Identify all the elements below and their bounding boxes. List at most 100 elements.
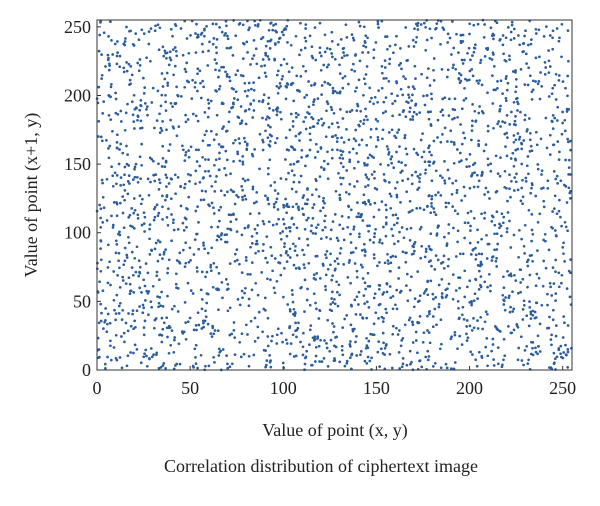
scatter-point	[168, 56, 172, 60]
scatter-point	[225, 24, 228, 28]
scatter-point	[256, 223, 260, 227]
scatter-point	[115, 62, 119, 66]
scatter-point	[396, 131, 399, 134]
scatter-point	[536, 249, 539, 252]
scatter-point	[203, 111, 207, 114]
scatter-point	[506, 211, 510, 214]
scatter-point	[395, 150, 398, 154]
scatter-point	[304, 355, 308, 359]
scatter-point	[378, 238, 382, 242]
scatter-point	[367, 229, 370, 233]
scatter-point	[554, 292, 558, 295]
scatter-point	[114, 251, 118, 255]
scatter-point	[141, 303, 145, 307]
scatter-point	[100, 178, 104, 182]
scatter-point	[217, 75, 220, 79]
scatter-point	[195, 232, 199, 236]
scatter-point	[276, 192, 280, 195]
scatter-point	[105, 139, 108, 142]
scatter-point	[143, 230, 146, 233]
scatter-point	[342, 141, 346, 144]
scatter-point	[359, 313, 362, 316]
scatter-point	[212, 332, 216, 336]
scatter-point	[382, 317, 385, 320]
scatter-point	[450, 192, 454, 196]
scatter-point	[309, 229, 313, 233]
scatter-point	[295, 89, 299, 92]
scatter-point	[361, 51, 364, 54]
scatter-point	[453, 330, 457, 334]
scatter-point	[286, 83, 290, 86]
scatter-point	[398, 291, 402, 294]
scatter-point	[341, 117, 345, 120]
scatter-point	[306, 198, 309, 201]
scatter-point	[458, 252, 462, 256]
scatter-point	[149, 300, 153, 304]
scatter-point	[169, 58, 173, 62]
scatter-point	[284, 226, 288, 230]
scatter-point	[378, 365, 381, 368]
scatter-point	[349, 340, 352, 343]
scatter-point	[256, 325, 260, 329]
scatter-point	[419, 225, 423, 229]
scatter-point	[240, 332, 244, 336]
scatter-point	[176, 310, 180, 313]
scatter-point	[416, 351, 419, 355]
scatter-point	[191, 112, 195, 116]
scatter-point	[391, 294, 395, 298]
scatter-point	[498, 109, 501, 113]
scatter-point	[321, 228, 325, 232]
scatter-point	[260, 271, 264, 274]
scatter-point	[430, 179, 434, 183]
scatter-point	[207, 364, 211, 368]
scatter-point	[495, 327, 499, 331]
scatter-point	[548, 153, 552, 156]
scatter-point	[345, 36, 349, 39]
scatter-point	[350, 108, 354, 112]
scatter-point	[461, 33, 465, 37]
scatter-point	[304, 127, 308, 131]
scatter-point	[165, 216, 169, 219]
scatter-point	[553, 357, 557, 361]
scatter-point	[551, 114, 555, 117]
scatter-point	[171, 125, 175, 129]
scatter-point	[433, 268, 437, 271]
scatter-point	[326, 365, 330, 368]
scatter-point	[364, 346, 368, 350]
scatter-point	[395, 193, 399, 197]
scatter-point	[430, 205, 433, 208]
scatter-point	[352, 38, 356, 42]
scatter-point	[447, 201, 451, 205]
scatter-point	[484, 186, 488, 190]
scatter-point	[463, 221, 467, 225]
scatter-point	[550, 343, 553, 347]
scatter-point	[538, 322, 542, 326]
scatter-point	[139, 361, 143, 365]
scatter-point	[200, 307, 204, 311]
scatter-point	[340, 56, 344, 60]
scatter-point	[98, 280, 101, 284]
scatter-point	[436, 136, 439, 139]
scatter-point	[315, 226, 318, 229]
scatter-point	[363, 302, 367, 305]
scatter-point	[329, 252, 332, 256]
scatter-point	[123, 43, 127, 47]
scatter-point	[314, 142, 318, 146]
scatter-point	[322, 168, 326, 172]
scatter-point	[281, 361, 285, 365]
scatter-point	[404, 260, 408, 264]
scatter-point	[314, 179, 318, 183]
scatter-point	[410, 275, 413, 279]
scatter-point	[543, 232, 547, 236]
scatter-point	[397, 351, 401, 354]
scatter-point	[291, 333, 295, 337]
scatter-point	[261, 58, 265, 61]
scatter-point	[282, 57, 286, 61]
scatter-point	[335, 236, 339, 240]
scatter-point	[407, 93, 410, 97]
scatter-point	[483, 211, 487, 215]
scatter-point	[456, 299, 460, 303]
scatter-point	[215, 265, 218, 269]
scatter-point	[279, 254, 283, 257]
scatter-point	[360, 213, 363, 216]
